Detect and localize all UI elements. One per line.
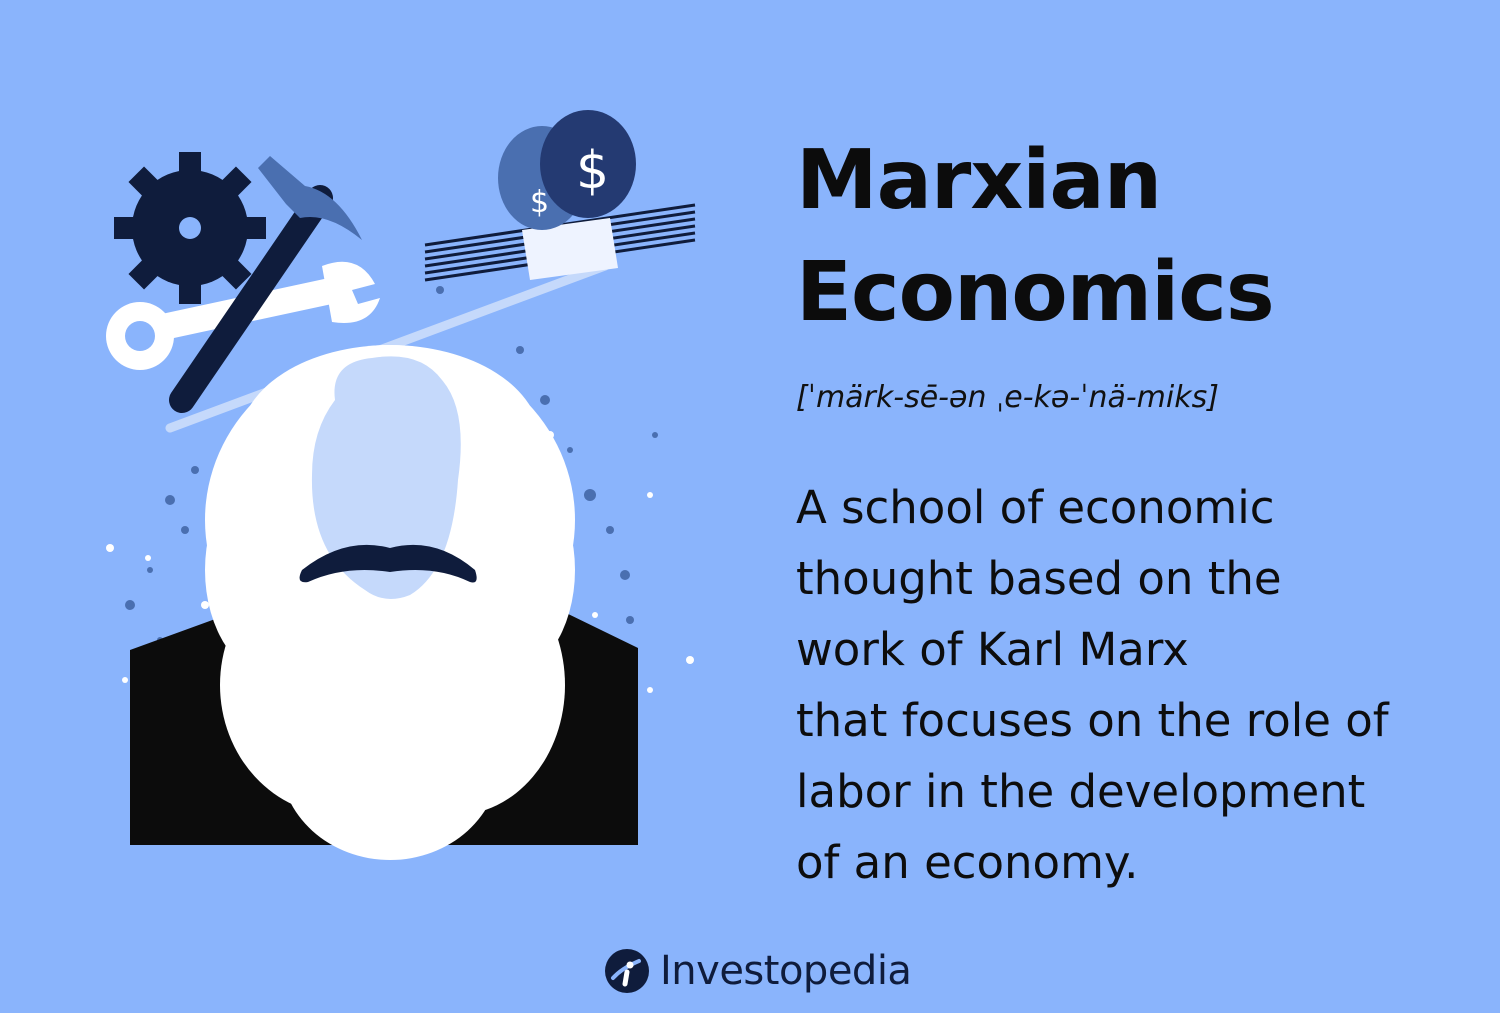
- definition-line: of an economy.: [796, 836, 1139, 889]
- definition-text: A school of economic thought based on th…: [796, 472, 1476, 898]
- title-line-1: Marxian: [796, 133, 1162, 228]
- mustache-shape: [299, 544, 477, 583]
- definition-line: work of Karl Marx: [796, 623, 1189, 676]
- coin-stack-icon: $ $: [498, 110, 636, 230]
- face-shape: [311, 356, 461, 599]
- money-band: [522, 218, 618, 280]
- speckle-dots: [125, 286, 658, 703]
- marx-illustration: $ $: [106, 110, 696, 860]
- definition-line: that focuses on the role of: [796, 694, 1389, 747]
- brand-name: Investopedia: [660, 948, 912, 994]
- page-title: Marxian Economics: [796, 125, 1275, 349]
- brand-logo: Investopedia: [604, 946, 912, 996]
- definition-line: labor in the development: [796, 765, 1366, 818]
- hammer-icon: [169, 156, 362, 413]
- investopedia-logo-icon: [605, 949, 649, 993]
- pronunciation: [ˈmärk-sē-ən ˌe-kə-ˈnä-miks]: [796, 380, 1219, 415]
- gear-icon: [114, 152, 266, 304]
- definition-line: thought based on the: [796, 552, 1282, 605]
- title-line-2: Economics: [796, 245, 1275, 340]
- svg-text:$: $: [530, 185, 549, 220]
- definition-line: A school of economic: [796, 481, 1275, 534]
- svg-text:$: $: [576, 141, 609, 201]
